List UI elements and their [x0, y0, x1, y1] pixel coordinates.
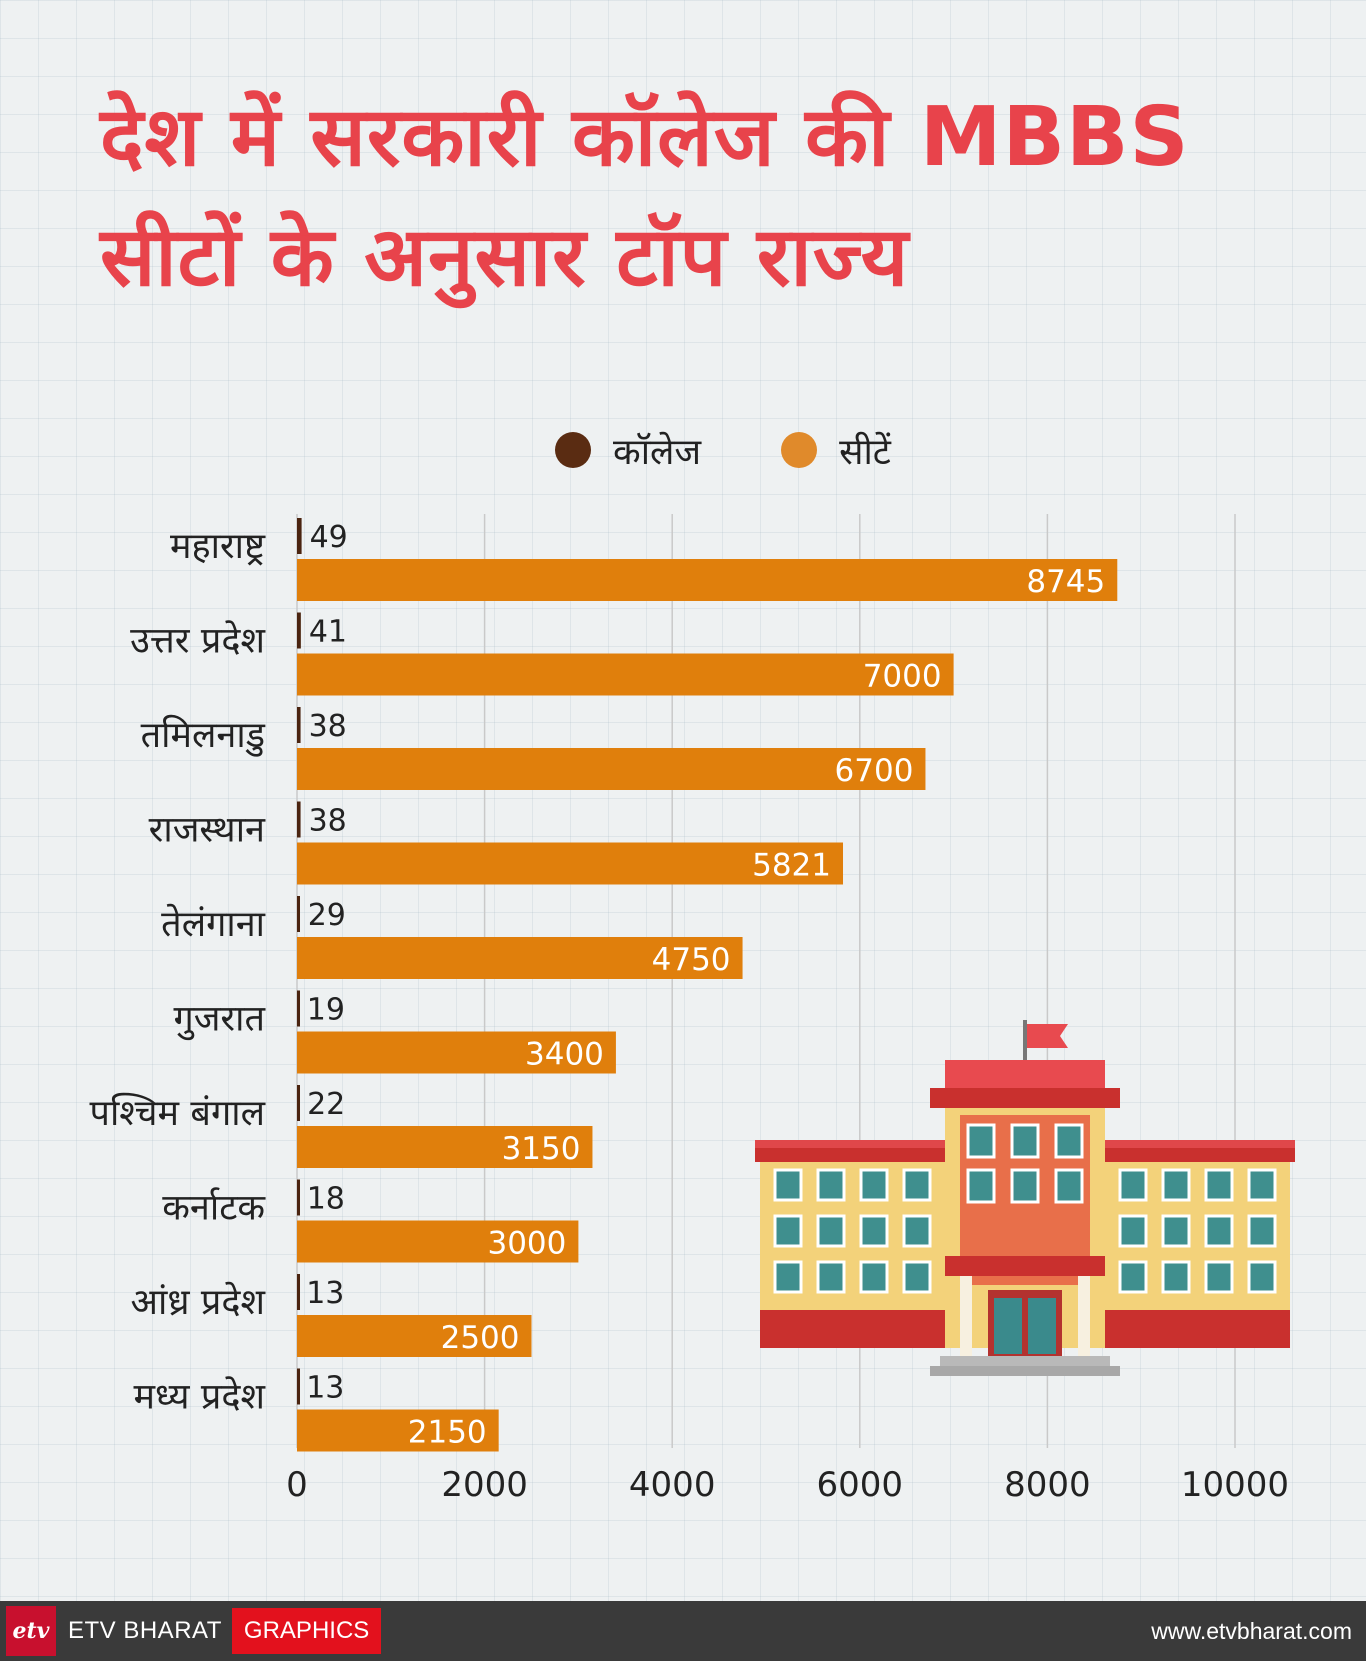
college-bar	[297, 612, 301, 649]
college-bar	[297, 707, 301, 743]
college-value-label: 22	[307, 1087, 345, 1122]
seat-value-label: 7000	[863, 659, 942, 695]
category-label: गुजरात	[173, 999, 266, 1041]
college-value-label: 38	[309, 709, 347, 744]
seat-bar	[297, 1315, 532, 1357]
category-label: पश्चिम बंगाल	[90, 1092, 266, 1134]
seat-value-label: 2150	[408, 1415, 487, 1451]
college-value-label: 13	[306, 1371, 344, 1406]
college-bar	[297, 1274, 300, 1310]
brand-name: ETV BHARAT	[68, 1617, 222, 1644]
category-label: तमिलनाडु	[141, 714, 266, 757]
website-link[interactable]: www.etvbharat.com	[1151, 1617, 1352, 1644]
category-label: मध्य प्रदेश	[134, 1376, 266, 1418]
category-label: महाराष्ट्र	[170, 526, 266, 567]
college-bar	[297, 1085, 300, 1121]
seat-bar	[297, 937, 743, 979]
title-line-1: देश में सरकारी कॉलेज की MBBS	[100, 90, 1190, 185]
college-bar	[297, 801, 301, 838]
category-label: राजस्थान	[149, 810, 266, 851]
legend-item-colleges: कॉलेज	[555, 426, 701, 475]
college-bar	[297, 1368, 300, 1405]
college-bar	[297, 896, 300, 932]
college-bar	[297, 518, 302, 554]
college-bar	[297, 990, 300, 1027]
college-value-label: 29	[308, 898, 346, 933]
graphics-tag: GRAPHICS	[231, 1608, 382, 1654]
college-building-illustration	[755, 1020, 1295, 1376]
category-label: तेलंगाना	[161, 903, 266, 945]
seat-bar	[297, 842, 844, 885]
legend-item-seats: सीटें	[781, 426, 891, 475]
footer-bar: etv ETV BHARAT GRAPHICS www.etvbharat.co…	[0, 1601, 1366, 1661]
seat-value-label: 6700	[835, 753, 914, 789]
seat-bar	[297, 1126, 593, 1168]
legend-swatch-seats	[781, 432, 818, 468]
seat-value-label: 8745	[1026, 564, 1105, 600]
bar-chart: 0 2000 4000 6000 8000 10000 महाराष्ट्र 49 8745 उत…	[90, 514, 1289, 1505]
x-tick-label: 10000	[1181, 1465, 1289, 1505]
college-value-label: 38	[309, 804, 347, 839]
category-label: कर्नाटक	[162, 1187, 266, 1229]
seat-value-label: 5821	[752, 848, 831, 884]
category-label: उत्तर प्रदेश	[130, 620, 265, 662]
x-tick-label: 6000	[817, 1465, 904, 1505]
college-value-label: 18	[307, 1182, 345, 1217]
seat-bar	[297, 653, 954, 696]
etv-logo: etv	[6, 1606, 56, 1656]
seat-value-label: 2500	[441, 1320, 520, 1356]
seat-value-label: 3150	[502, 1131, 581, 1167]
legend-swatch-colleges	[555, 432, 592, 468]
seat-value-label: 3000	[487, 1226, 566, 1262]
x-tick-label: 0	[286, 1465, 308, 1505]
seat-bar	[297, 1031, 616, 1074]
college-value-label: 13	[306, 1276, 344, 1311]
chart-legend: कॉलेज सीटें	[0, 425, 1366, 475]
college-value-label: 41	[309, 615, 347, 650]
seat-bar	[297, 748, 926, 790]
college-value-label: 49	[310, 520, 348, 555]
x-tick-label: 8000	[1004, 1465, 1091, 1505]
x-tick-label: 2000	[441, 1465, 528, 1505]
college-value-label: 19	[307, 993, 345, 1028]
title-line-2: सीटों के अनुसार टॉप राज्य	[100, 210, 910, 305]
seat-value-label: 4750	[652, 942, 731, 978]
seat-value-label: 3400	[525, 1037, 604, 1073]
x-tick-label: 4000	[629, 1465, 716, 1505]
category-label: आंध्र प्रदेश	[131, 1281, 266, 1323]
chart-title: देश में सरकारी कॉलेज की MBBS सीटों के अन…	[100, 78, 1300, 318]
legend-label-colleges: कॉलेज	[613, 431, 702, 473]
seat-bar	[297, 1409, 499, 1452]
college-bar	[297, 1179, 300, 1216]
legend-label-seats: सीटें	[839, 431, 891, 473]
seat-bar	[297, 559, 1118, 601]
seat-bar	[297, 1220, 579, 1263]
